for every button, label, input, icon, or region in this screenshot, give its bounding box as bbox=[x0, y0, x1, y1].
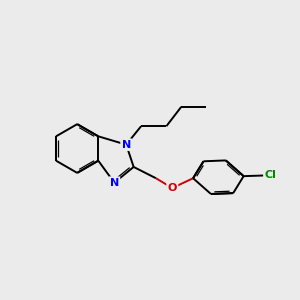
Text: N: N bbox=[122, 140, 131, 150]
Text: O: O bbox=[168, 183, 177, 193]
Text: N: N bbox=[110, 178, 119, 188]
Text: Cl: Cl bbox=[264, 170, 276, 180]
